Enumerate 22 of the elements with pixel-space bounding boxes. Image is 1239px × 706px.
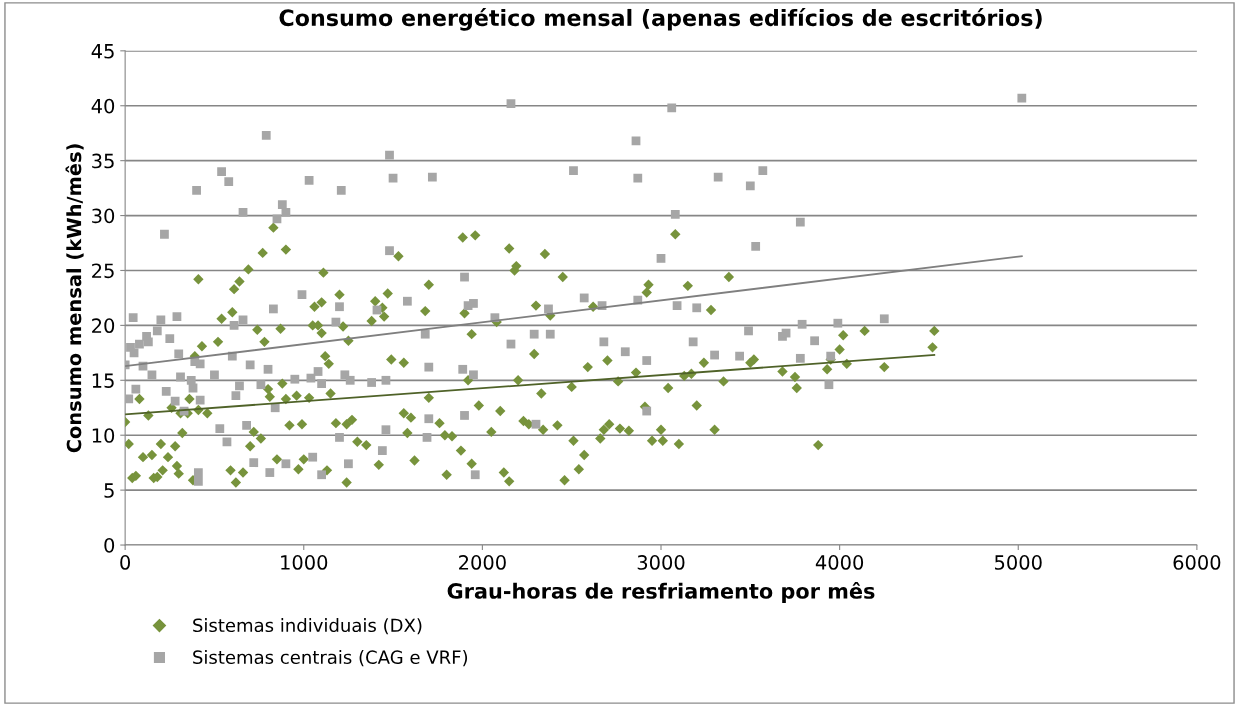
legend-label: Sistemas centrais (CAG e VRF) [193, 650, 468, 667]
x-axis-title: Grau-horas de resfriamento por mês [447, 581, 875, 603]
y-tick-label: 45 [91, 44, 114, 59]
y-tick-label: 20 [92, 318, 115, 334]
y-axis-title: Consumo mensal (kWh/mês) [65, 144, 84, 453]
x-tick-label: 2000 [459, 555, 506, 570]
x-tick-label: 0 [120, 555, 131, 570]
y-tick-label: 0 [104, 537, 115, 553]
y-tick-label: 10 [92, 428, 115, 443]
y-tick-label: 35 [92, 153, 114, 169]
y-tick-label: 25 [92, 263, 114, 279]
chart-title: Consumo energético mensal (apenas edifícios de escritórios) [279, 8, 1042, 31]
legend-label: Sistemas individuais (DX) [193, 618, 422, 635]
x-tick-label: 5000 [995, 555, 1042, 570]
y-tick-label: 5 [104, 483, 114, 498]
y-tick-label: 15 [92, 373, 114, 388]
x-tick-label: 4000 [815, 555, 864, 570]
y-tick-label: 30 [92, 208, 115, 224]
x-tick-label: 6000 [1173, 555, 1221, 570]
x-tick-label: 1000 [281, 555, 328, 570]
y-tick-label: 40 [91, 98, 115, 114]
x-tick-label: 3000 [637, 555, 685, 570]
